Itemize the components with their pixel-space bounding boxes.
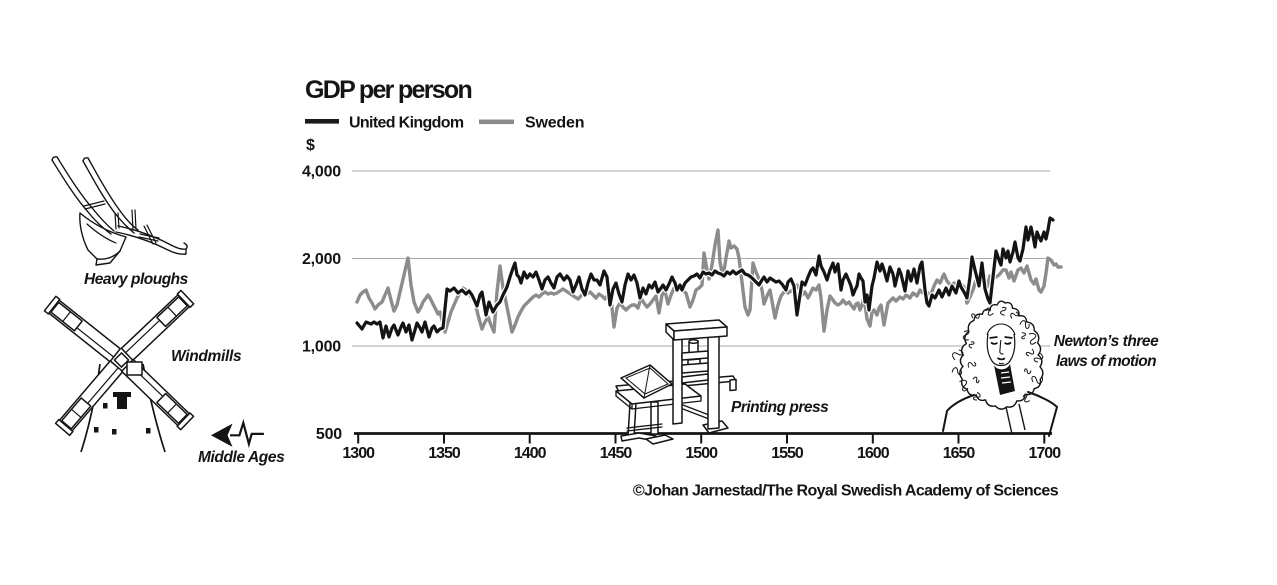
svg-text:©Johan Jarnestad/The Royal Swe: ©Johan Jarnestad/The Royal Swedish Acade… [633,483,1059,500]
svg-text:Middle Ages: Middle Ages [198,449,285,466]
svg-text:GDP per person: GDP per person [305,76,471,104]
svg-text:1500: 1500 [685,445,718,462]
svg-text:1450: 1450 [600,445,633,462]
svg-text:1650: 1650 [943,445,976,462]
svg-text:2,000: 2,000 [302,251,341,268]
svg-text:1600: 1600 [857,445,890,462]
svg-text:1,000: 1,000 [302,339,341,356]
svg-text:1300: 1300 [342,445,375,462]
svg-text:Heavy ploughs: Heavy ploughs [84,271,189,288]
svg-text:1350: 1350 [428,445,461,462]
svg-text:laws of motion: laws of motion [1056,353,1156,370]
svg-text:500: 500 [316,426,342,443]
svg-text:1400: 1400 [514,445,547,462]
svg-text:1700: 1700 [1029,445,1062,462]
svg-text:4,000: 4,000 [302,164,341,181]
svg-text:Printing press: Printing press [731,399,829,416]
svg-text:Newton’s three: Newton’s three [1054,333,1159,350]
svg-text:1550: 1550 [771,445,804,462]
svg-text:Windmills: Windmills [171,348,242,365]
svg-text:United Kingdom: United Kingdom [349,115,464,132]
svg-text:$: $ [306,137,315,154]
svg-text:Sweden: Sweden [525,115,584,132]
